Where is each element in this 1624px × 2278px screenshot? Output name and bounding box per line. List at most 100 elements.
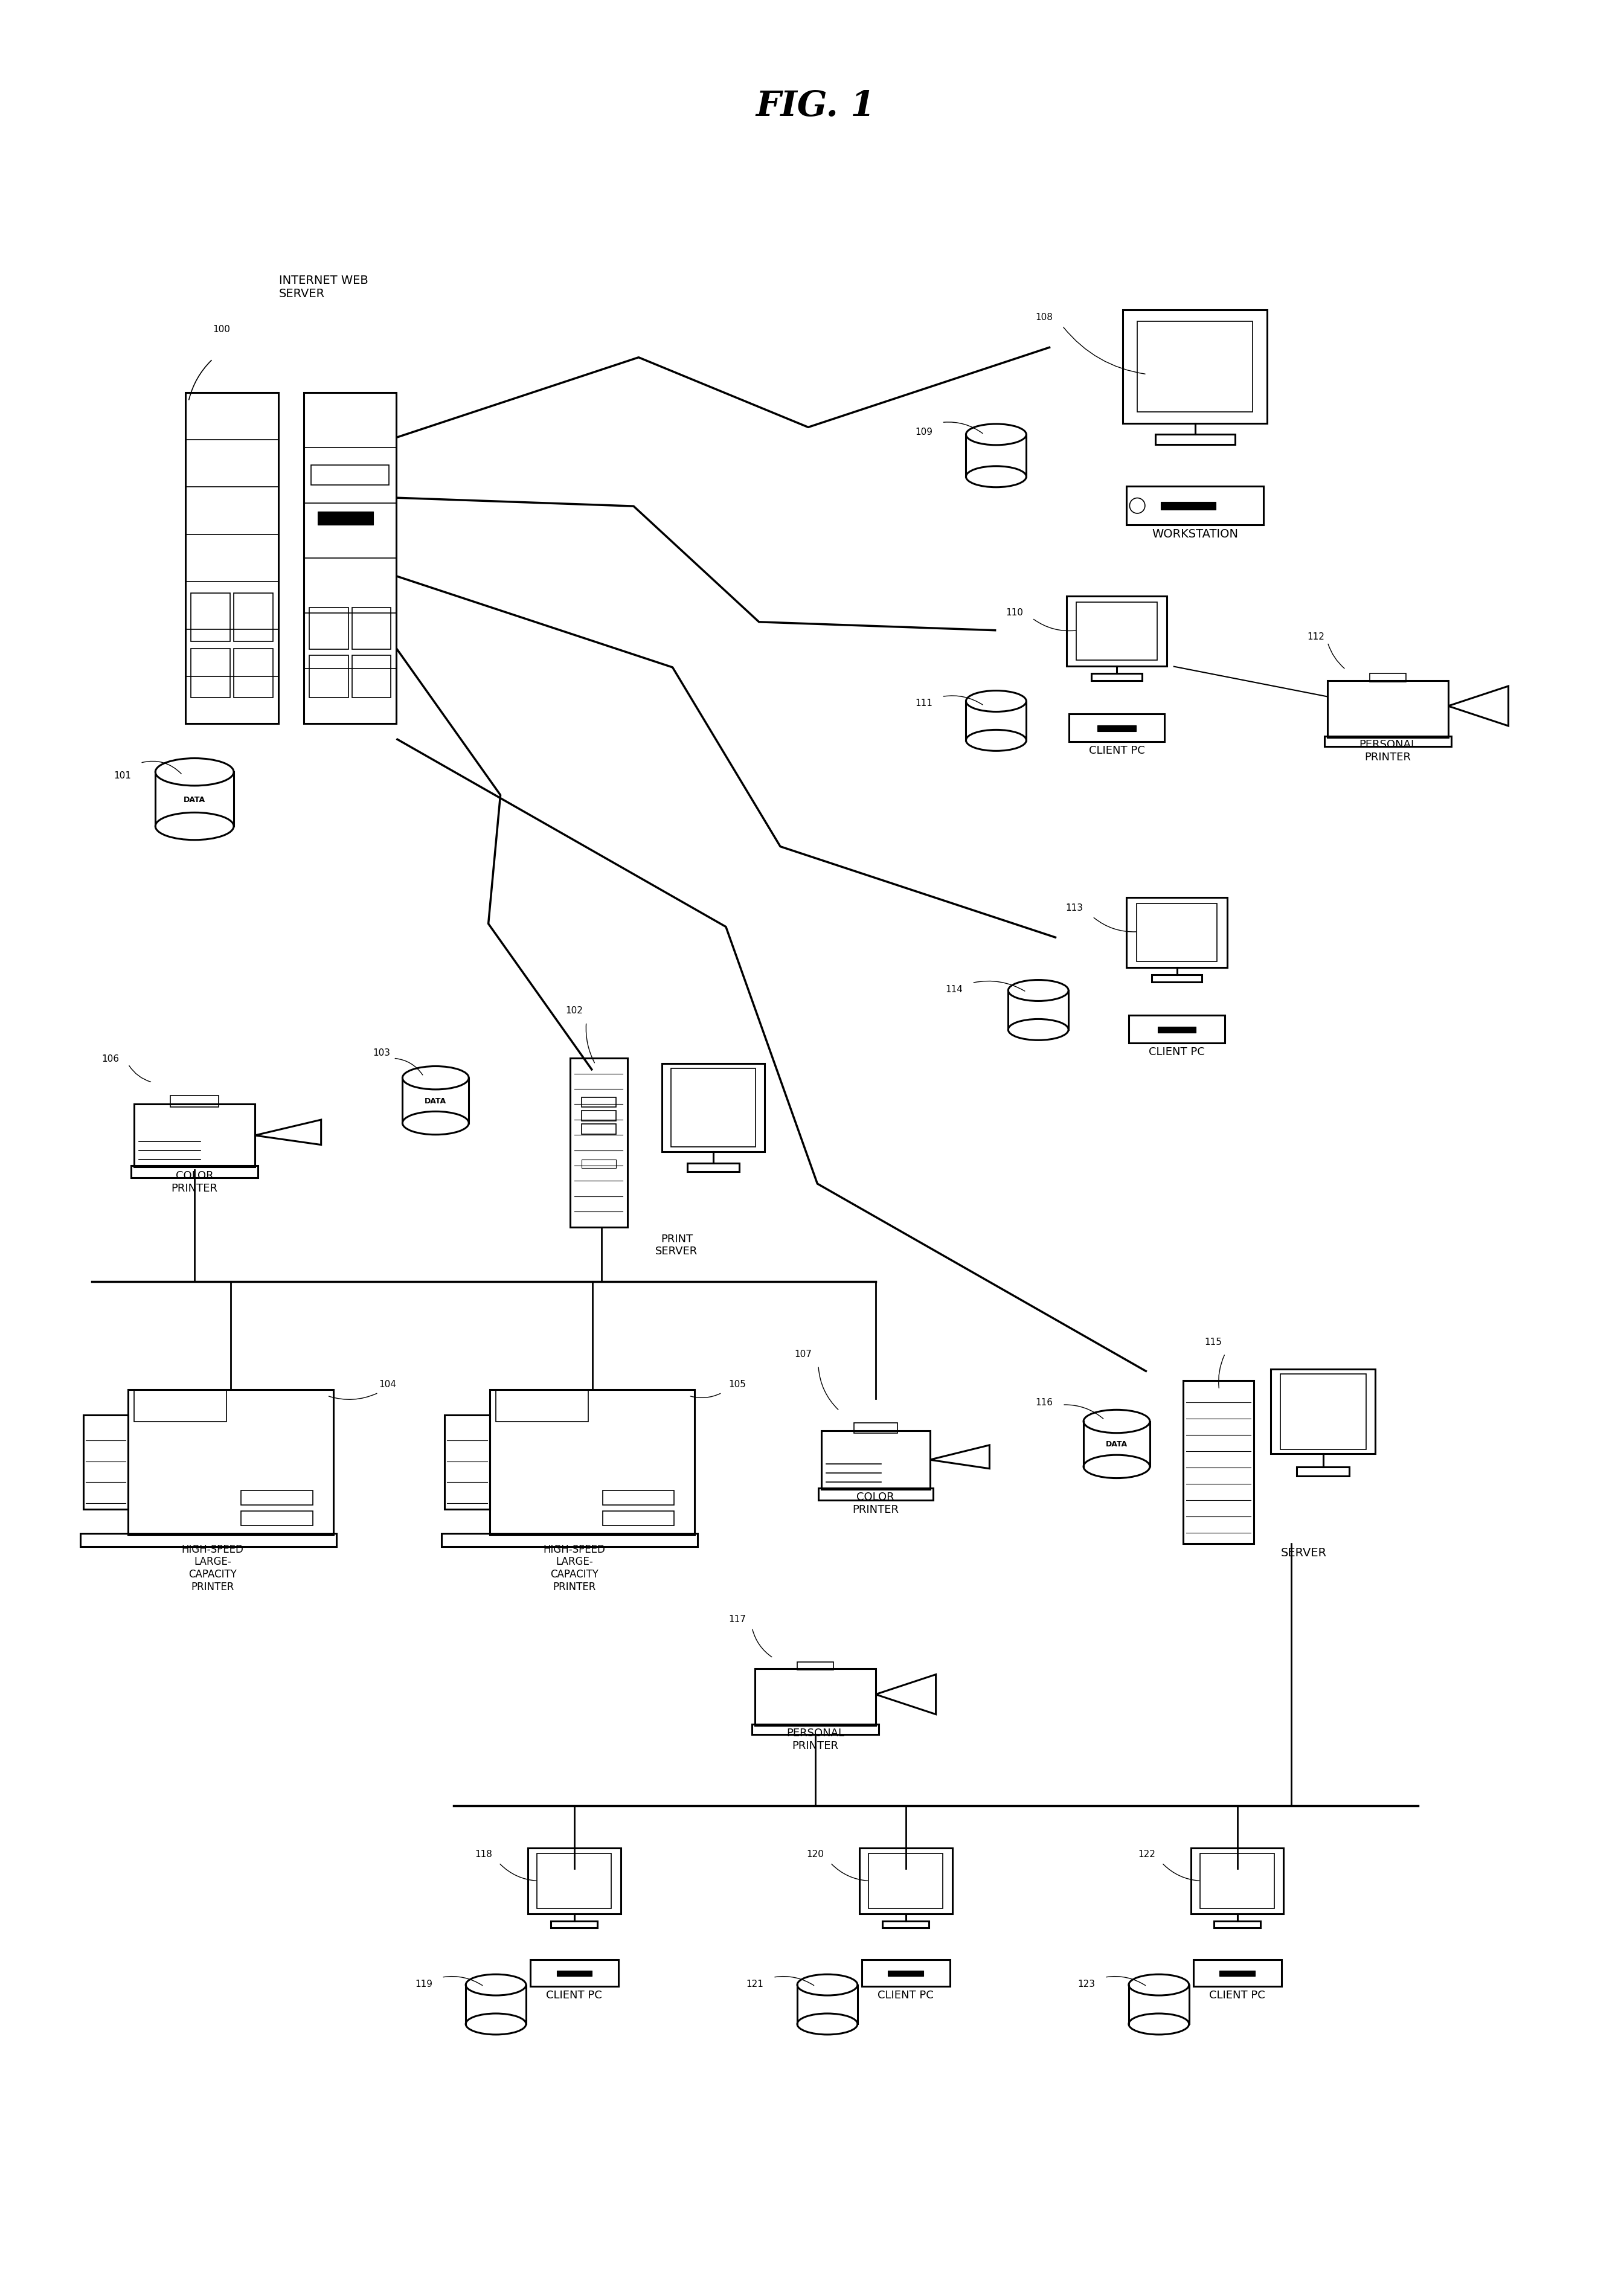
Bar	[318, 513, 374, 526]
Bar	[1270, 1369, 1376, 1453]
Text: DATA: DATA	[184, 795, 206, 804]
Text: HIGH-SPEED
LARGE-
CAPACITY
PRINTER: HIGH-SPEED LARGE- CAPACITY PRINTER	[182, 1544, 244, 1592]
Text: 110: 110	[1005, 608, 1023, 617]
Text: FIG. 1: FIG. 1	[755, 89, 875, 123]
Bar	[1137, 904, 1218, 961]
Text: 113: 113	[1065, 904, 1083, 913]
Bar	[135, 1105, 255, 1166]
Text: DATA: DATA	[425, 1096, 447, 1105]
Text: 107: 107	[794, 1349, 812, 1358]
Bar	[445, 1415, 490, 1510]
Bar	[1190, 1847, 1283, 1914]
Bar	[495, 1390, 588, 1421]
Bar	[755, 1670, 875, 1727]
Bar	[128, 1390, 333, 1535]
Text: COLOR
PRINTER: COLOR PRINTER	[171, 1171, 218, 1194]
Bar	[1200, 1854, 1275, 1909]
Text: CLIENT PC: CLIENT PC	[1088, 745, 1145, 756]
Ellipse shape	[403, 1066, 469, 1089]
Ellipse shape	[1129, 1975, 1189, 1996]
Bar	[1280, 1374, 1366, 1449]
Text: CLIENT PC: CLIENT PC	[546, 1989, 603, 2000]
Text: CLIENT PC: CLIENT PC	[877, 1989, 934, 2000]
Text: CLIENT PC: CLIENT PC	[1148, 1046, 1205, 1057]
Bar	[80, 1533, 336, 1547]
Bar	[1182, 1380, 1254, 1544]
Bar	[1155, 435, 1234, 444]
Bar	[132, 1166, 258, 1178]
Text: PERSONAL
PRINTER: PERSONAL PRINTER	[786, 1727, 844, 1752]
Bar	[822, 1431, 931, 1490]
Bar	[1151, 975, 1202, 982]
Text: 105: 105	[728, 1380, 745, 1390]
Text: 108: 108	[1036, 312, 1052, 321]
Bar	[581, 1112, 615, 1121]
Ellipse shape	[156, 759, 234, 786]
Bar	[1077, 604, 1156, 661]
Bar	[1215, 1920, 1260, 1927]
Ellipse shape	[797, 1975, 857, 1996]
Text: 120: 120	[807, 1850, 823, 1859]
Bar	[859, 1847, 952, 1914]
Ellipse shape	[466, 1975, 526, 1996]
Bar	[581, 1098, 615, 1107]
Bar	[312, 465, 390, 485]
Bar	[1127, 898, 1228, 968]
Text: CLIENT PC: CLIENT PC	[1210, 1989, 1265, 2000]
Text: PERSONAL
PRINTER: PERSONAL PRINTER	[1359, 740, 1416, 763]
Text: 121: 121	[747, 1980, 763, 1989]
Bar	[529, 1959, 619, 1986]
Text: 118: 118	[476, 1850, 492, 1859]
Bar	[185, 392, 278, 724]
Bar	[1369, 674, 1406, 681]
Bar	[135, 1390, 226, 1421]
Bar	[1091, 674, 1142, 681]
Text: 123: 123	[1078, 1980, 1095, 1989]
Text: DATA: DATA	[1106, 1440, 1127, 1449]
Bar	[581, 1160, 615, 1169]
Ellipse shape	[1083, 1410, 1150, 1433]
Bar	[603, 1510, 674, 1526]
Text: 109: 109	[914, 428, 932, 437]
Text: 116: 116	[1036, 1396, 1052, 1406]
Bar	[1161, 501, 1216, 510]
Text: 112: 112	[1307, 633, 1324, 642]
Bar	[570, 1059, 627, 1228]
Bar	[797, 1663, 833, 1670]
Bar	[1158, 1027, 1197, 1032]
Bar	[171, 1096, 219, 1107]
Text: INTERNET WEB
SERVER: INTERNET WEB SERVER	[279, 276, 369, 301]
Bar	[888, 1970, 924, 1977]
Bar	[581, 1125, 615, 1134]
Bar	[240, 1510, 313, 1526]
Bar	[869, 1854, 944, 1909]
Text: 115: 115	[1205, 1337, 1221, 1346]
Text: 122: 122	[1138, 1850, 1156, 1859]
Text: COLOR
PRINTER: COLOR PRINTER	[853, 1492, 898, 1515]
Bar	[1325, 736, 1452, 747]
Bar	[442, 1533, 698, 1547]
Text: 103: 103	[372, 1048, 390, 1057]
Bar	[1137, 321, 1252, 412]
Text: 102: 102	[565, 1007, 583, 1016]
Bar	[854, 1424, 898, 1433]
Bar	[551, 1920, 598, 1927]
Bar	[1327, 681, 1449, 738]
Bar	[1067, 597, 1168, 667]
Bar	[752, 1724, 879, 1736]
Bar	[538, 1854, 611, 1909]
Text: 119: 119	[414, 1980, 432, 1989]
Bar	[862, 1959, 950, 1986]
Ellipse shape	[966, 690, 1026, 713]
Bar	[352, 608, 391, 649]
Text: 114: 114	[945, 984, 963, 993]
Bar	[352, 656, 391, 697]
Bar	[818, 1488, 932, 1501]
Ellipse shape	[966, 424, 1026, 446]
Bar	[309, 608, 348, 649]
Text: 111: 111	[914, 699, 932, 708]
Bar	[490, 1390, 695, 1535]
Bar	[882, 1920, 929, 1927]
Text: SERVER: SERVER	[1280, 1547, 1327, 1558]
Bar	[192, 649, 231, 697]
